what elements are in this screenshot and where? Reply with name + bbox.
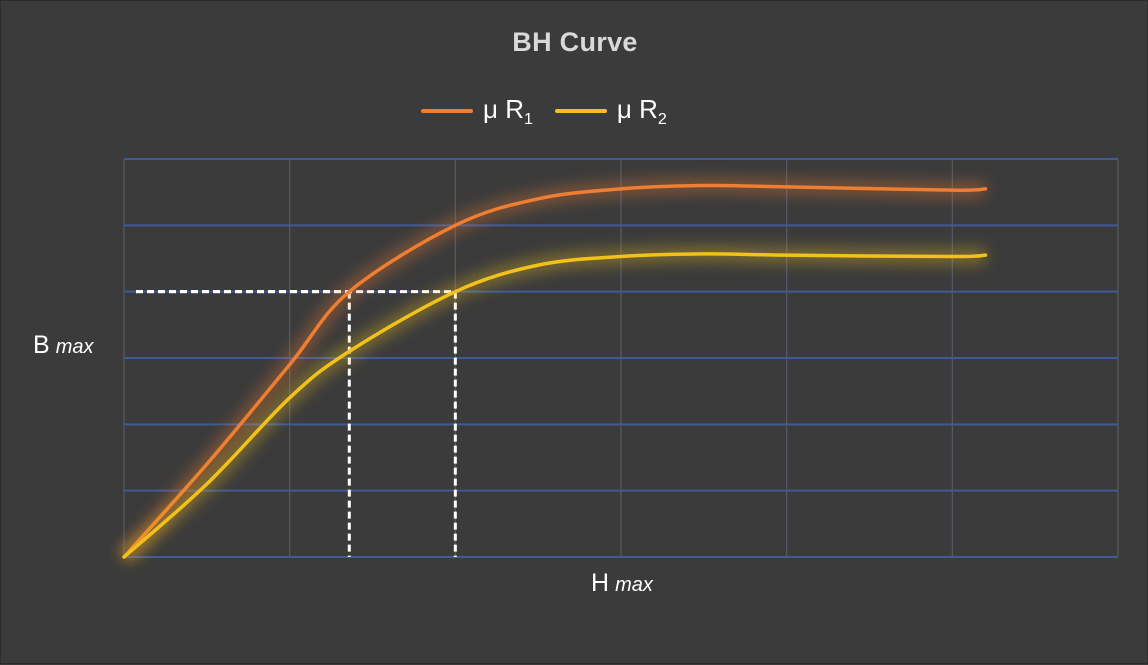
legend-label-mu-r1: μ R1 bbox=[483, 93, 533, 128]
grid bbox=[123, 158, 1119, 558]
series-glow-mu-r1 bbox=[118, 177, 987, 563]
legend-label-mu-r2: μ R2 bbox=[616, 93, 667, 128]
guide-lines bbox=[136, 290, 457, 557]
chart-title: BH Curve bbox=[512, 27, 638, 57]
series-line-mu-r2 bbox=[122, 252, 988, 559]
series-lines bbox=[118, 177, 988, 564]
legend-swatch-mu-r2 bbox=[554, 109, 607, 113]
legend-item-mu-r1: μ R1 bbox=[421, 94, 533, 129]
series-line-mu-r1 bbox=[122, 183, 988, 559]
legend: μ R1 μ R2 bbox=[421, 91, 667, 131]
legend-item-mu-r2: μ R2 bbox=[554, 93, 667, 129]
legend-swatch-mu-r1 bbox=[421, 109, 473, 113]
